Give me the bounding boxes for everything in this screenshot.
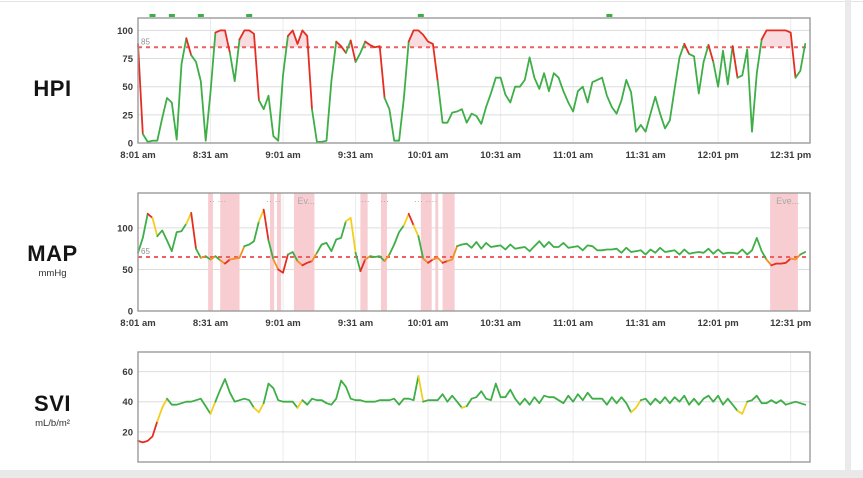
svg-text:9:01 am: 9:01 am — [265, 318, 300, 329]
map-plot: 65 ·· ··· ·· ·· Ev... ··· ··· ··· ···· Eve... 0 5… — [117, 192, 811, 329]
svg-text:·· ···: ·· ··· — [209, 196, 227, 206]
svg-text:··· ····: ··· ···· — [414, 196, 437, 206]
svg-text:20: 20 — [122, 427, 133, 438]
svg-text:0: 0 — [128, 307, 133, 318]
svg-text:11:01 am: 11:01 am — [553, 318, 593, 329]
svg-text:8:01 am: 8:01 am — [120, 150, 155, 161]
hpi-plot: 85 0 25 50 75 100 8:01 am 8:31 am 9:01 am 9:31 am… — [117, 14, 811, 161]
map-title: MAP — [27, 241, 78, 266]
svg-text:60: 60 — [122, 367, 133, 378]
svg-text:8:31 am: 8:31 am — [193, 318, 228, 329]
svg-text:8:31 am: 8:31 am — [193, 150, 228, 161]
svi-plot: 20 40 60 — [122, 351, 811, 463]
svg-text:10:31 am: 10:31 am — [480, 318, 521, 329]
svg-text:0: 0 — [128, 139, 133, 150]
svg-text:65: 65 — [141, 247, 150, 256]
svg-text:Ev...: Ev... — [298, 196, 315, 206]
svg-text:10:01 am: 10:01 am — [408, 318, 449, 329]
svg-text:75: 75 — [122, 54, 133, 65]
svg-text:Eve...: Eve... — [776, 196, 799, 206]
svg-text:···: ··· — [361, 196, 370, 206]
page-top-border — [0, 1, 863, 2]
hpi-chart: 85 0 25 50 75 100 8:01 am 8:31 am 9:01 am 9:31 am… — [105, 12, 820, 165]
svg-text:50: 50 — [122, 82, 133, 93]
svg-text:10:01 am: 10:01 am — [408, 150, 449, 161]
svg-text:12:31 pm: 12:31 pm — [770, 150, 811, 161]
svi-chart: 20 40 60 — [105, 346, 820, 474]
svg-text:10:31 am: 10:31 am — [480, 150, 521, 161]
svi-row: SVI mL/b/m² 20 40 60 — [0, 346, 820, 474]
svg-text:12:01 pm: 12:01 pm — [698, 150, 739, 161]
svg-text:85: 85 — [141, 37, 150, 46]
svg-text:100: 100 — [117, 223, 133, 234]
svi-title: SVI — [34, 391, 71, 416]
map-unit: mmHg — [38, 268, 67, 279]
svg-text:9:31 am: 9:31 am — [338, 318, 373, 329]
svg-text:8:01 am: 8:01 am — [120, 318, 155, 329]
svg-text:50: 50 — [122, 265, 133, 276]
page-bottom-margin — [0, 470, 863, 478]
svg-text:9:01 am: 9:01 am — [265, 150, 300, 161]
svg-text:9:31 am: 9:31 am — [338, 150, 373, 161]
svg-text:11:31 am: 11:31 am — [626, 318, 666, 329]
svg-text:12:01 pm: 12:01 pm — [698, 318, 739, 329]
map-chart: 65 ·· ··· ·· ·· Ev... ··· ··· ··· ···· Eve... 0 5… — [105, 187, 820, 333]
svg-text:11:31 am: 11:31 am — [626, 150, 666, 161]
svg-text:25: 25 — [122, 110, 133, 121]
map-title-block: MAP mmHg — [0, 241, 105, 279]
map-row: MAP mmHg 65 ·· ··· ·· ·· Ev... ··· ··· ··· ···… — [0, 187, 820, 333]
svg-text:11:01 am: 11:01 am — [553, 150, 593, 161]
svi-unit: mL/b/m² — [35, 418, 70, 429]
hpi-title-block: HPI — [0, 76, 105, 102]
page-right-margin — [845, 0, 851, 478]
svg-text:12:31 pm: 12:31 pm — [770, 318, 811, 329]
hpi-row: HPI 85 0 25 50 75 100 8:01 am 8:31 am 9:01 am 9:3… — [0, 12, 820, 165]
svi-title-block: SVI mL/b/m² — [0, 391, 105, 429]
svg-text:·· ··: ·· ·· — [266, 196, 281, 206]
svg-text:40: 40 — [122, 397, 133, 408]
svg-text:···: ··· — [380, 196, 389, 206]
hpi-title: HPI — [33, 75, 72, 101]
svg-text:100: 100 — [117, 26, 133, 37]
